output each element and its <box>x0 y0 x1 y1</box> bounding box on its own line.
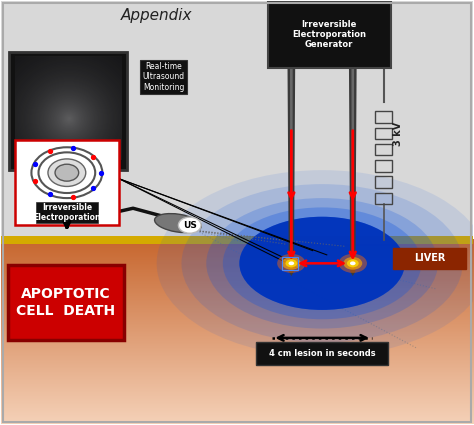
Text: Real-time
Ultrasound
Monitoring: Real-time Ultrasound Monitoring <box>143 62 184 92</box>
Text: Irreversible
Electroporation: Irreversible Electroporation <box>37 203 96 222</box>
Bar <box>8 266 124 340</box>
Bar <box>0 236 474 244</box>
Bar <box>15 57 122 160</box>
Polygon shape <box>0 1 474 240</box>
Polygon shape <box>42 170 94 193</box>
Ellipse shape <box>282 257 301 270</box>
Text: US: US <box>183 221 197 230</box>
Ellipse shape <box>347 259 359 267</box>
Bar <box>375 111 392 123</box>
Text: Irreversible
Electroporation: Irreversible Electroporation <box>33 203 100 222</box>
Text: APOPTOTIC
CELL  DEATH: APOPTOTIC CELL DEATH <box>16 287 115 317</box>
Ellipse shape <box>338 254 367 273</box>
Bar <box>15 141 119 225</box>
Ellipse shape <box>277 254 306 273</box>
Ellipse shape <box>239 217 405 310</box>
Text: LIVER: LIVER <box>414 253 446 263</box>
Bar <box>375 144 392 155</box>
Ellipse shape <box>182 184 463 343</box>
Ellipse shape <box>156 170 474 357</box>
Bar <box>393 248 466 269</box>
Bar <box>256 342 388 366</box>
Text: 4 cm lesion in seconds: 4 cm lesion in seconds <box>269 349 375 358</box>
Bar <box>375 128 392 139</box>
Ellipse shape <box>343 257 362 270</box>
Ellipse shape <box>206 198 438 329</box>
Polygon shape <box>290 1 293 268</box>
Bar <box>375 176 392 188</box>
Text: 3 kV: 3 kV <box>392 122 403 146</box>
Bar <box>9 51 128 170</box>
Ellipse shape <box>48 159 86 187</box>
Ellipse shape <box>55 164 79 181</box>
Text: Appendix: Appendix <box>121 8 192 23</box>
Polygon shape <box>287 1 296 276</box>
Ellipse shape <box>289 261 294 265</box>
Ellipse shape <box>350 261 356 265</box>
Bar <box>375 160 392 172</box>
Ellipse shape <box>155 214 201 232</box>
Bar <box>268 1 391 68</box>
Ellipse shape <box>239 217 405 310</box>
Text: Irreversible
Electroporation
Generator: Irreversible Electroporation Generator <box>292 20 366 49</box>
Bar <box>282 257 299 270</box>
Polygon shape <box>351 1 354 268</box>
Ellipse shape <box>285 259 297 267</box>
Polygon shape <box>348 1 357 276</box>
Bar <box>27 193 109 202</box>
Ellipse shape <box>223 207 421 319</box>
Bar <box>375 193 392 204</box>
Ellipse shape <box>178 217 201 233</box>
